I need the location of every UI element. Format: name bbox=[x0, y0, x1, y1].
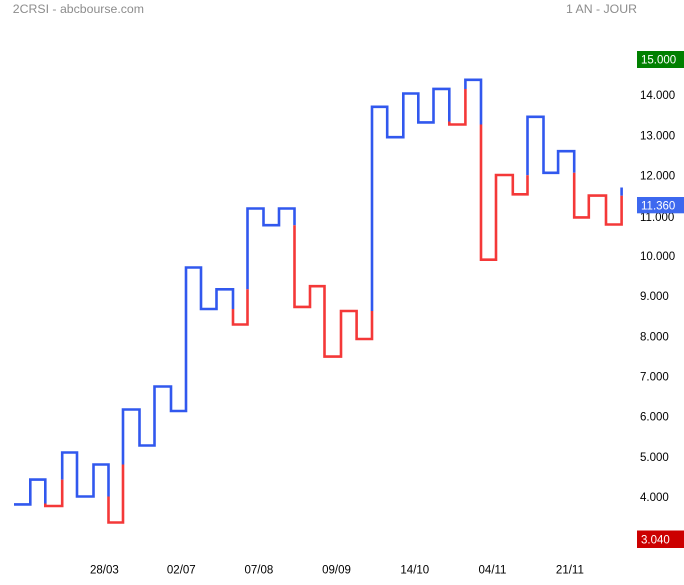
svg-text:2CRSI - abcbourse.com: 2CRSI - abcbourse.com bbox=[13, 2, 144, 16]
svg-text:21/11: 21/11 bbox=[556, 565, 584, 577]
svg-text:1 AN - JOUR: 1 AN - JOUR bbox=[566, 2, 637, 16]
svg-text:14/10: 14/10 bbox=[400, 565, 429, 577]
svg-text:8.000: 8.000 bbox=[640, 331, 669, 343]
svg-text:11.000: 11.000 bbox=[640, 212, 674, 224]
svg-text:02/07: 02/07 bbox=[167, 565, 196, 577]
svg-text:9.000: 9.000 bbox=[640, 291, 669, 303]
svg-text:15.000: 15.000 bbox=[641, 55, 676, 67]
svg-text:12.000: 12.000 bbox=[640, 171, 675, 183]
svg-text:4.000: 4.000 bbox=[640, 492, 669, 504]
svg-text:13.000: 13.000 bbox=[640, 130, 675, 142]
svg-text:3.040: 3.040 bbox=[641, 535, 670, 547]
svg-text:09/09: 09/09 bbox=[322, 565, 351, 577]
svg-text:07/08: 07/08 bbox=[245, 565, 274, 577]
svg-text:28/03: 28/03 bbox=[90, 565, 119, 577]
svg-text:7.000: 7.000 bbox=[640, 372, 669, 384]
svg-text:10.000: 10.000 bbox=[640, 251, 675, 263]
svg-text:04/11: 04/11 bbox=[479, 565, 507, 577]
svg-text:5.000: 5.000 bbox=[640, 452, 669, 464]
svg-text:14.000: 14.000 bbox=[640, 90, 675, 102]
svg-text:6.000: 6.000 bbox=[640, 412, 669, 424]
svg-text:11.360: 11.360 bbox=[641, 201, 675, 213]
